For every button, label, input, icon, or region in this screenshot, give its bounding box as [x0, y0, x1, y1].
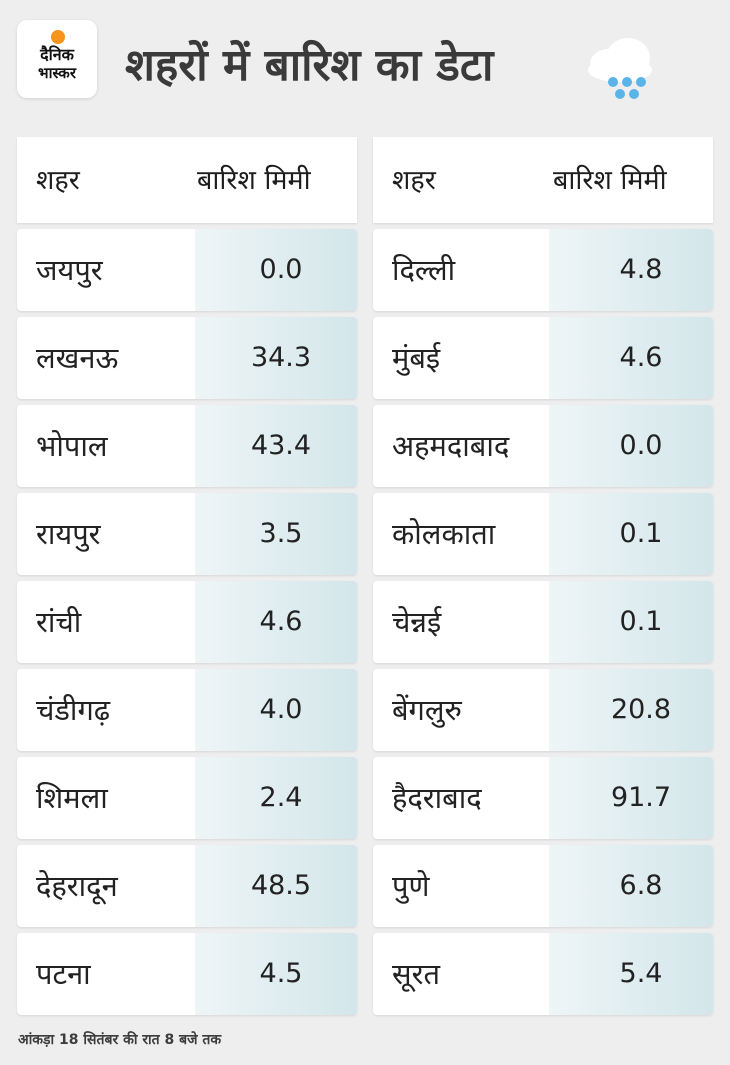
table-row: रायपुर 3.5 — [17, 493, 357, 575]
city-name: दिल्ली — [392, 253, 456, 287]
table-row: हैदराबाद 91.7 — [373, 757, 713, 839]
city-name: लखनऊ — [36, 341, 119, 375]
logo-line-2: भास्कर — [38, 64, 76, 82]
city-name: भोपाल — [36, 429, 108, 463]
rain-value: 20.8 — [610, 694, 672, 725]
footnote: आंकड़ा 18 सितंबर की रात 8 बजे तक — [18, 1032, 222, 1048]
table-row: चंडीगढ़ 4.0 — [17, 669, 357, 751]
rain-value: 91.7 — [610, 782, 672, 813]
table-row: शिमला 2.4 — [17, 757, 357, 839]
city-name: अहमदाबाद — [392, 429, 510, 463]
rain-value: 34.3 — [250, 342, 312, 373]
table-row: अहमदाबाद 0.0 — [373, 405, 713, 487]
column-header-rain: बारिश मिमी — [197, 165, 311, 196]
rain-value: 2.4 — [259, 782, 303, 813]
table-row: सूरत 5.4 — [373, 933, 713, 1015]
city-name: पुणे — [392, 869, 430, 903]
rain-value: 3.5 — [259, 518, 303, 549]
table-row: पुणे 6.8 — [373, 845, 713, 927]
rain-value: 48.5 — [250, 870, 312, 901]
column-header-city: शहर — [36, 165, 80, 196]
rain-value: 0.1 — [619, 518, 663, 549]
column-header-rain: बारिश मिमी — [553, 165, 667, 196]
table-row: मुंबई 4.6 — [373, 317, 713, 399]
brand-logo: दैनिक भास्कर — [17, 20, 97, 98]
logo-line-1: दैनिक — [40, 45, 74, 64]
table-header: शहर बारिश मिमी — [373, 137, 713, 223]
table-row: दिल्ली 4.8 — [373, 229, 713, 311]
city-name: मुंबई — [392, 341, 441, 375]
city-name: सूरत — [392, 957, 440, 991]
rain-value: 43.4 — [250, 430, 312, 461]
rain-value: 4.8 — [619, 254, 663, 285]
table-row: बेंगलुरु 20.8 — [373, 669, 713, 751]
rain-table-left: शहर बारिश मिमी जयपुर 0.0 लखनऊ 34.3 भोपाल 43… — [17, 137, 357, 1015]
sun-logo-icon — [51, 30, 65, 44]
page-title: शहरों में बारिश का डेटा — [125, 40, 494, 91]
header: दैनिक भास्कर शहरों में बारिश का डेटा — [17, 20, 714, 132]
rain-value: 4.6 — [619, 342, 663, 373]
rain-value: 0.0 — [259, 254, 303, 285]
table-header: शहर बारिश मिमी — [17, 137, 357, 223]
city-name: शिमला — [36, 781, 108, 815]
table-row: भोपाल 43.4 — [17, 405, 357, 487]
city-name: बेंगलुरु — [392, 693, 462, 727]
city-name: चेन्नई — [392, 605, 442, 639]
table-row: जयपुर 0.0 — [17, 229, 357, 311]
rain-value: 4.0 — [259, 694, 303, 725]
city-name: रायपुर — [36, 517, 101, 551]
city-name: जयपुर — [36, 253, 103, 287]
rain-table-right: शहर बारिश मिमी दिल्ली 4.8 मुंबई 4.6 अहमदाब… — [373, 137, 713, 1015]
city-name: कोलकाता — [392, 517, 496, 551]
city-name: रांची — [36, 605, 82, 639]
table-row: चेन्नई 0.1 — [373, 581, 713, 663]
rain-value: 0.1 — [619, 606, 663, 637]
rain-value: 6.8 — [619, 870, 663, 901]
table-row: पटना 4.5 — [17, 933, 357, 1015]
rain-cloud-icon — [588, 38, 652, 99]
rain-value: 4.5 — [259, 958, 303, 989]
rain-value: 0.0 — [619, 430, 663, 461]
rain-value: 4.6 — [259, 606, 303, 637]
table-row: रांची 4.6 — [17, 581, 357, 663]
table-row: लखनऊ 34.3 — [17, 317, 357, 399]
column-header-city: शहर — [392, 165, 436, 196]
table-row: कोलकाता 0.1 — [373, 493, 713, 575]
city-name: चंडीगढ़ — [36, 693, 111, 727]
table-row: देहरादून 48.5 — [17, 845, 357, 927]
city-name: हैदराबाद — [392, 781, 482, 815]
rain-value: 5.4 — [619, 958, 663, 989]
city-name: पटना — [36, 957, 91, 991]
city-name: देहरादून — [36, 869, 118, 903]
